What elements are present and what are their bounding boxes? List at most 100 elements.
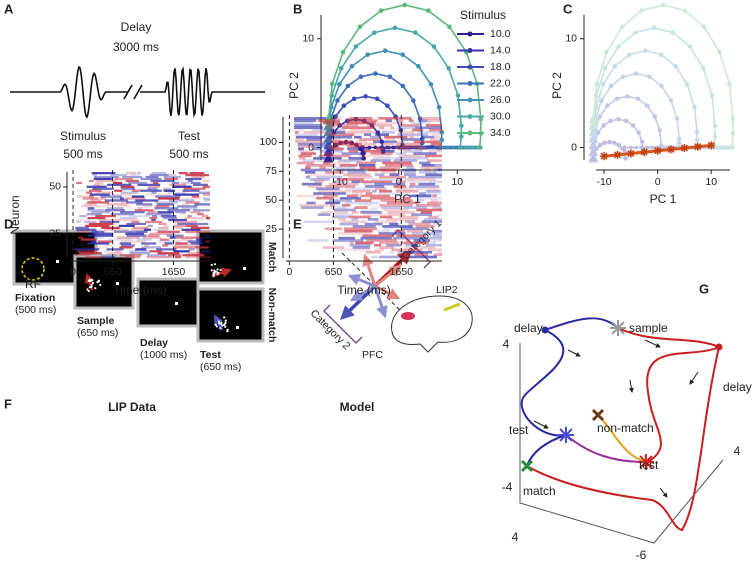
raster-segment (404, 246, 418, 249)
trajectory-point (725, 145, 730, 150)
raster-segment (411, 213, 432, 216)
trajectory-point (594, 93, 599, 98)
raster-segment (429, 138, 439, 141)
raster-segment (437, 145, 442, 148)
trajectory-point (372, 30, 377, 35)
raster-segment (137, 207, 143, 210)
raster-segment (202, 193, 210, 196)
raster-segment (119, 242, 131, 245)
motion-dot (90, 285, 93, 288)
trajectory-point (616, 116, 621, 122)
trajectory-point (338, 65, 344, 71)
x-tick-label: 650 (325, 266, 343, 278)
raster-segment (181, 203, 190, 206)
raster-segment (341, 203, 351, 207)
raster-segment (346, 131, 378, 134)
label: 500 ms (169, 147, 208, 161)
trajectory-point (716, 145, 721, 150)
raster-segment (375, 133, 390, 137)
raster-segment (387, 211, 416, 214)
label: Stimulus (60, 129, 106, 143)
raster-segment (323, 152, 334, 155)
raster-segment (95, 191, 113, 194)
raster-segment (365, 145, 388, 148)
shape (526, 346, 720, 532)
shape (533, 339, 699, 498)
raster-segment (376, 147, 384, 151)
raster-segment (430, 199, 438, 202)
trajectory-point (601, 123, 606, 128)
raster-segment (419, 192, 427, 195)
y-tick-label: 100 (259, 136, 277, 148)
shape (21, 257, 45, 281)
raster-segment (330, 117, 342, 120)
raster-segment (82, 197, 99, 200)
raster-segment (76, 181, 83, 185)
raster-segment (143, 228, 152, 231)
raster-segment (418, 117, 441, 120)
raster-segment (395, 156, 429, 160)
raster-segment (317, 189, 351, 193)
raster-segment (79, 215, 87, 218)
y-tick-label: 25 (265, 223, 277, 235)
raster-segment (393, 159, 418, 162)
legend-dot (467, 114, 473, 119)
raster-segment (162, 216, 178, 220)
shape (236, 326, 239, 329)
raster-segment (75, 226, 89, 229)
trajectory-point (410, 98, 416, 103)
raster-segment (379, 189, 392, 193)
raster-segment (193, 234, 206, 237)
raster-segment (320, 211, 348, 214)
raster-segment (370, 196, 395, 200)
raster-segment (167, 191, 187, 194)
raster-segment (116, 236, 140, 239)
legend-dot (467, 130, 473, 136)
raster-segment (152, 181, 159, 185)
waveform (10, 65, 265, 119)
raster-segment (88, 222, 114, 226)
raster-segment (298, 147, 304, 151)
raster-segment (121, 240, 147, 243)
raster-segment (420, 166, 442, 169)
raster-segment (349, 243, 371, 247)
raster-segment (415, 225, 435, 228)
raster-segment (105, 244, 118, 247)
raster-segment (74, 254, 90, 257)
trajectory-point (451, 145, 456, 150)
raster-segment (337, 248, 371, 252)
start-marker (588, 152, 599, 163)
panel-label: E (293, 216, 302, 231)
raster-segment (135, 199, 159, 202)
raster-segment (351, 189, 371, 193)
raster-segment (379, 255, 403, 259)
raster-segment (424, 168, 431, 172)
raster-segment (360, 236, 392, 240)
raster-segment (380, 199, 413, 202)
raster-segment (136, 238, 152, 241)
x-tick-label: 10 (451, 176, 463, 188)
raster-segment (125, 232, 145, 235)
raster-segment (99, 183, 104, 186)
raster-segment (329, 203, 335, 207)
raster-segment (362, 234, 394, 238)
start-marker (323, 139, 334, 150)
raster-segment (413, 239, 430, 242)
raster-segment (158, 222, 167, 226)
raster-segment (433, 168, 438, 172)
raster-segment (386, 218, 418, 221)
trajectory-point (349, 63, 355, 69)
motion-dot (215, 270, 218, 273)
shape (175, 302, 178, 305)
legend-dot (467, 81, 473, 86)
trajectory-point (382, 48, 388, 53)
raster-segment (296, 161, 315, 165)
trajectories (588, 2, 736, 163)
raster-segment (338, 236, 355, 240)
label: LIP2 (436, 284, 458, 296)
raster-segment (110, 197, 120, 200)
legend-label: 26.0 (490, 94, 511, 106)
label: 500 ms (63, 147, 102, 161)
raster-segment (151, 218, 156, 222)
raster-segment (312, 147, 322, 151)
